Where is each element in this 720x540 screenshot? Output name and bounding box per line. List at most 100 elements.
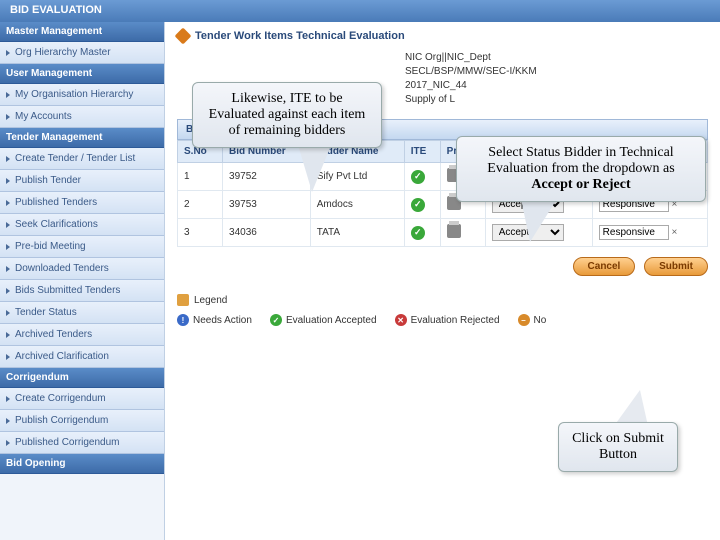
callout-status-bold: Accept or Reject [531,177,630,192]
cell-ite: ✓ [404,163,440,191]
sidebar-item-label: Pre-bid Meeting [15,241,86,252]
cell-sno: 3 [178,219,223,247]
chevron-right-icon [6,418,10,424]
sidebar-item-label: Archived Clarification [15,351,109,362]
callout-submit-tail [614,390,648,426]
cell-ite: ✓ [404,219,440,247]
chevron-right-icon [6,156,10,162]
sidebar-item-create-corrigendum[interactable]: Create Corrigendum [0,388,164,410]
header-bar: BID EVALUATION [0,0,720,22]
cancel-button[interactable]: Cancel [573,257,636,276]
sidebar-item-label: Publish Tender [15,175,81,186]
info-ref: SECL/BSP/MMW/SEC-I/KKM [405,66,708,77]
legend-title: Legend [177,294,227,306]
sidebar-item-prebid-meeting[interactable]: Pre-bid Meeting [0,236,164,258]
sidebar-item-publish-tender[interactable]: Publish Tender [0,170,164,192]
sidebar-item-label: Tender Status [15,307,77,318]
print-icon[interactable] [447,224,461,238]
legend-title-text: Legend [194,295,227,306]
sidebar-item-archived-tenders[interactable]: Archived Tenders [0,324,164,346]
sidebar-item-tender-status[interactable]: Tender Status [0,302,164,324]
accepted-icon: ✓ [270,314,282,326]
rejected-icon: ✕ [395,314,407,326]
cell-print [440,219,485,247]
cell-bidnum: 34036 [223,219,311,247]
callout-status-text: Select Status Bidder in Technical Evalua… [487,145,674,176]
check-icon[interactable]: ✓ [411,170,425,184]
chevron-right-icon [6,266,10,272]
page-title: Tender Work Items Technical Evaluation [195,30,405,42]
header-title: BID EVALUATION [10,4,102,16]
nav-section-corrigendum: Corrigendum [0,368,164,388]
sidebar-item-label: Create Tender / Tender List [15,153,135,164]
cell-bidnum: 39753 [223,191,311,219]
cell-sno: 2 [178,191,223,219]
legend-rejected-label: Evaluation Rejected [411,315,500,326]
chevron-right-icon [6,50,10,56]
check-icon[interactable]: ✓ [411,226,425,240]
info-org: NIC Org||NIC_Dept [405,52,708,63]
chevron-right-icon [6,114,10,120]
sidebar-item-my-org[interactable]: My Organisation Hierarchy [0,84,164,106]
cell-sno: 1 [178,163,223,191]
chevron-right-icon [6,288,10,294]
sidebar-item-archived-clarification[interactable]: Archived Clarification [0,346,164,368]
sidebar-item-downloaded-tenders[interactable]: Downloaded Tenders [0,258,164,280]
legend-rejected: ✕ Evaluation Rejected [395,314,500,326]
legend-accepted-label: Evaluation Accepted [286,315,377,326]
cell-bidder: Amdocs [310,191,404,219]
sidebar-item-create-tender[interactable]: Create Tender / Tender List [0,148,164,170]
title-indicator-icon [175,28,192,45]
chevron-right-icon [6,92,10,98]
callout-ite: Likewise, ITE to be Evaluated against ea… [192,82,382,148]
sidebar-item-label: Archived Tenders [15,329,92,340]
chevron-right-icon [6,200,10,206]
sidebar-item-my-accounts[interactable]: My Accounts [0,106,164,128]
no-icon: – [518,314,530,326]
needs-action-icon: ! [177,314,189,326]
sidebar-item-publish-corrigendum[interactable]: Publish Corrigendum [0,410,164,432]
cell-bidder: TATA [310,219,404,247]
sidebar-item-seek-clarifications[interactable]: Seek Clarifications [0,214,164,236]
sidebar-item-label: Create Corrigendum [15,393,106,404]
sidebar-item-org-hierarchy[interactable]: Org Hierarchy Master [0,42,164,64]
flag-icon [177,294,189,306]
nav-section-user: User Management [0,64,164,84]
sidebar-item-label: Published Tenders [15,197,97,208]
sidebar-item-label: Seek Clarifications [15,219,98,230]
callout-status: Select Status Bidder in Technical Evalua… [456,136,706,202]
sidebar-item-label: My Organisation Hierarchy [15,89,133,100]
submit-button[interactable]: Submit [644,257,708,276]
sidebar-item-published-corrigendum[interactable]: Published Corrigendum [0,432,164,454]
check-icon[interactable]: ✓ [411,198,425,212]
nav-section-tender: Tender Management [0,128,164,148]
cell-ite: ✓ [404,191,440,219]
legend-no-label: No [534,315,547,326]
legend: Legend [177,294,708,306]
sidebar-item-published-tenders[interactable]: Published Tenders [0,192,164,214]
chevron-right-icon [6,396,10,402]
legend-accepted: ✓ Evaluation Accepted [270,314,377,326]
legend-needs-label: Needs Action [193,315,252,326]
col-ite: ITE [404,141,440,163]
legend-no: –No [518,314,547,326]
legend-needs: ! Needs Action [177,314,252,326]
button-row: Cancel Submit [177,257,708,276]
sidebar-item-label: Publish Corrigendum [15,415,108,426]
info-supply: Supply of L [405,94,708,105]
reason-input[interactable] [599,225,669,240]
table-row: 334036TATA✓Accept × [178,219,708,247]
sidebar-item-bids-submitted[interactable]: Bids Submitted Tenders [0,280,164,302]
nav-section-bid-opening: Bid Opening [0,454,164,474]
info-year: 2017_NIC_44 [405,80,708,91]
chevron-right-icon [6,332,10,338]
sidebar-item-label: Downloaded Tenders [15,263,109,274]
remove-icon[interactable]: × [671,227,677,238]
chevron-right-icon [6,178,10,184]
sidebar-item-label: Org Hierarchy Master [15,47,111,58]
chevron-right-icon [6,354,10,360]
chevron-right-icon [6,222,10,228]
chevron-right-icon [6,244,10,250]
callout-submit: Click on Submit Button [558,422,678,472]
page-title-row: Tender Work Items Technical Evaluation [177,30,708,42]
